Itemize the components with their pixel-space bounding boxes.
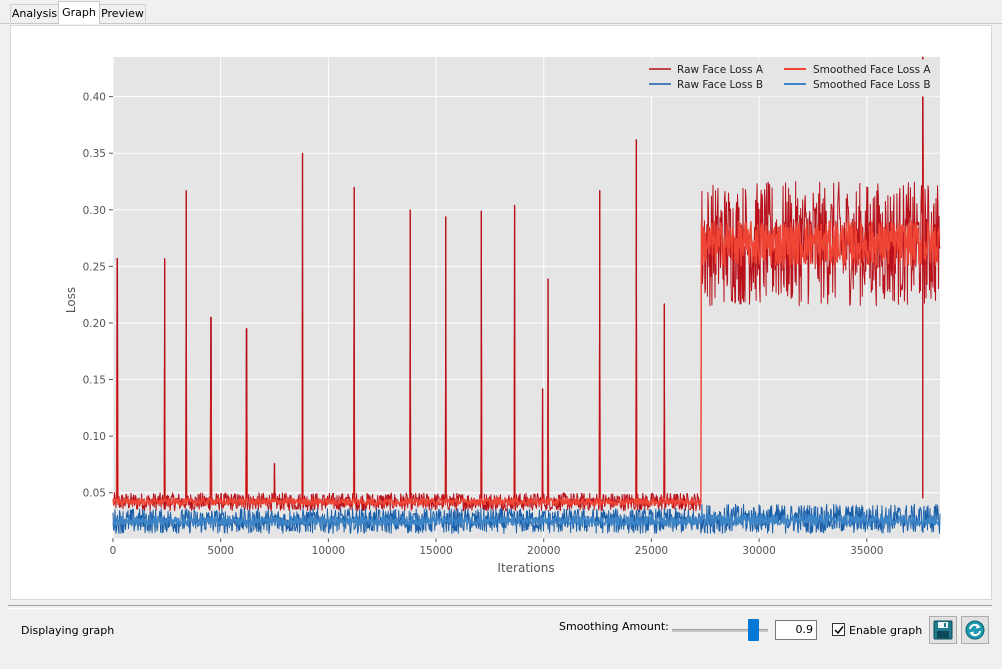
y-tick-label: 0.40 xyxy=(83,92,106,104)
save-icon xyxy=(933,620,953,640)
x-tick-label: 35000 xyxy=(850,545,883,557)
smoothing-slider-track[interactable] xyxy=(672,629,768,632)
y-tick-label: 0.30 xyxy=(83,205,106,217)
x-tick-label: 25000 xyxy=(635,545,668,557)
enable-graph-label[interactable]: Enable graph xyxy=(849,624,923,637)
y-tick-label: 0.15 xyxy=(83,375,106,387)
enable-graph-checkbox[interactable] xyxy=(832,623,845,636)
smoothing-label: Smoothing Amount: xyxy=(559,620,669,633)
loss-chart: 0 5000 10000 15000 20000 25000 30000 35000 0.05 0… xyxy=(64,56,941,575)
panel-divider xyxy=(8,605,992,609)
save-button[interactable] xyxy=(929,616,957,644)
x-tick-label: 5000 xyxy=(207,545,234,557)
plot-area xyxy=(113,57,940,538)
checkmark-icon xyxy=(834,626,844,635)
tab-preview[interactable]: Preview xyxy=(99,4,146,22)
legend-label-smooth-a: Smoothed Face Loss A xyxy=(813,64,931,76)
smoothing-spinbox[interactable]: 0.9 xyxy=(775,620,817,640)
plot-frame: 0 5000 10000 15000 20000 25000 30000 35000 0.05 0… xyxy=(10,25,992,600)
refresh-button[interactable] xyxy=(961,616,989,644)
y-axis-label: Loss xyxy=(64,287,78,313)
series-line-smoothed-face-loss-b xyxy=(112,513,941,527)
series-line-smoothed-face-loss-a xyxy=(112,140,941,506)
legend-label-smooth-b: Smoothed Face Loss B xyxy=(813,79,931,91)
y-tick-label: 0.25 xyxy=(83,261,106,273)
y-tick-label: 0.05 xyxy=(83,488,106,500)
smoothing-slider-handle[interactable] xyxy=(748,619,759,641)
x-tick-label: 0 xyxy=(110,545,117,557)
x-tick-label: 30000 xyxy=(742,545,775,557)
tab-bar: Analysis Graph Preview xyxy=(0,0,1002,24)
y-tick-label: 0.20 xyxy=(83,318,106,330)
legend-label-raw-b: Raw Face Loss B xyxy=(677,79,763,91)
tab-analysis[interactable]: Analysis xyxy=(10,4,59,22)
status-text: Displaying graph xyxy=(21,624,115,637)
y-tick-label: 0.35 xyxy=(83,148,106,160)
legend-box xyxy=(643,59,937,97)
x-axis-label: Iterations xyxy=(497,561,554,575)
x-tick-label: 15000 xyxy=(419,545,452,557)
status-bar: Displaying graph Smoothing Amount: 0.9 E… xyxy=(0,608,1002,669)
chart-legend: Raw Face Loss A Raw Face Loss B Smoothed… xyxy=(643,59,937,97)
x-tick-label: 10000 xyxy=(312,545,345,557)
refresh-icon xyxy=(965,620,985,640)
tab-graph[interactable]: Graph xyxy=(58,1,100,24)
legend-label-raw-a: Raw Face Loss A xyxy=(677,64,764,76)
y-tick-label: 0.10 xyxy=(83,431,106,443)
x-tick-label: 20000 xyxy=(527,545,560,557)
